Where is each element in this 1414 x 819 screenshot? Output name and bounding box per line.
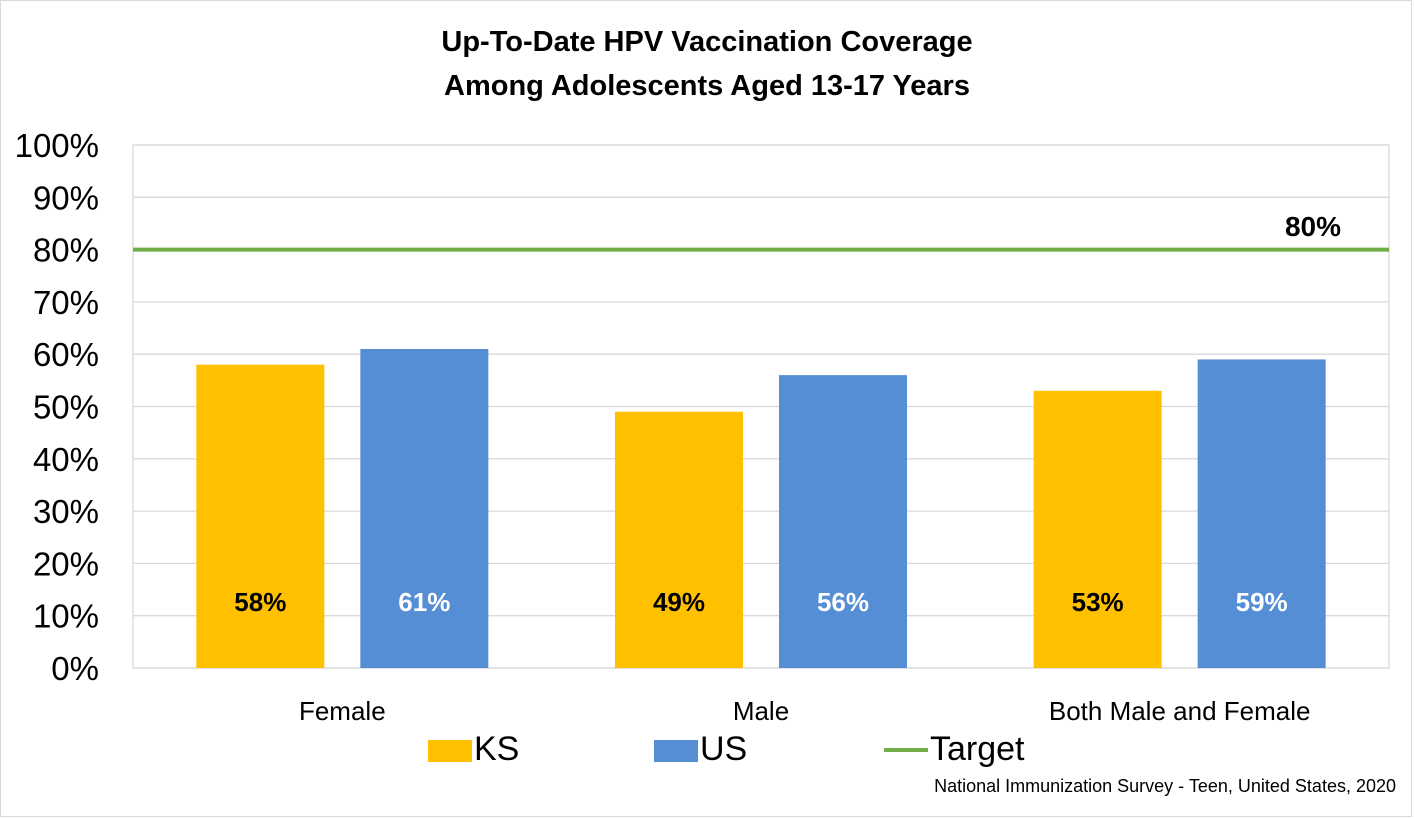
target-value-label: 80% xyxy=(1285,211,1341,242)
y-tick-label: 100% xyxy=(15,127,99,164)
legend-line-target xyxy=(884,748,928,752)
legend-label-target: Target xyxy=(930,730,1025,768)
y-tick-label: 70% xyxy=(33,284,99,321)
legend-swatch-ks xyxy=(428,740,472,762)
bar-value-label: 53% xyxy=(1072,587,1124,617)
bar-value-label: 56% xyxy=(817,587,869,617)
y-tick-label: 50% xyxy=(33,389,99,426)
y-tick-label: 20% xyxy=(33,545,99,582)
legend-swatch-us xyxy=(654,740,698,762)
y-tick-label: 0% xyxy=(51,650,99,687)
bar-us xyxy=(360,348,489,668)
y-tick-label: 80% xyxy=(33,232,99,269)
y-tick-label: 90% xyxy=(33,179,99,216)
legend-label-us: US xyxy=(700,730,748,768)
plot-area-border xyxy=(132,144,1390,669)
y-tick-label: 60% xyxy=(33,336,99,373)
bar-us xyxy=(779,375,907,668)
y-tick-label: 40% xyxy=(33,441,99,478)
source-note: National Immunization Survey - Teen, Uni… xyxy=(934,776,1396,796)
bar-ks xyxy=(196,364,325,668)
bar-value-label: 61% xyxy=(398,587,450,617)
x-category-label: Female xyxy=(299,696,386,726)
bar-ks xyxy=(1033,390,1162,668)
bar-value-label: 49% xyxy=(653,587,705,617)
chart-title-line-1: Up-To-Date HPV Vaccination Coverage xyxy=(441,26,973,58)
x-category-label: Both Male and Female xyxy=(1049,696,1311,726)
bar-value-label: 59% xyxy=(1236,587,1288,617)
chart-title-line-2: Among Adolescents Aged 13-17 Years xyxy=(444,70,970,102)
bar-us xyxy=(1197,359,1326,668)
y-tick-label: 30% xyxy=(33,493,99,530)
bar-value-label: 58% xyxy=(234,587,286,617)
legend-label-ks: KS xyxy=(474,730,520,768)
y-tick-label: 10% xyxy=(33,598,99,635)
bar-ks xyxy=(615,411,743,668)
x-category-label: Male xyxy=(733,696,789,726)
